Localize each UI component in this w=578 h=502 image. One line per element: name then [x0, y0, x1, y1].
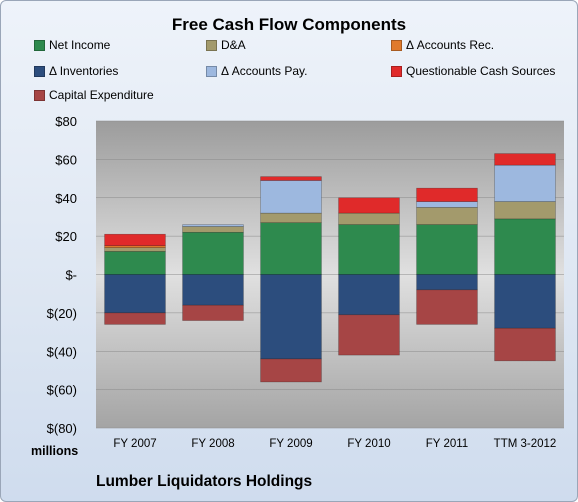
- company-name: Lumber Liquidators Holdings: [96, 473, 313, 490]
- legend-item: Questionable Cash Sources: [391, 64, 555, 78]
- bar-segment: [260, 358, 322, 383]
- y-tick-label: $(20): [47, 306, 77, 321]
- y-tick-label: $20: [55, 229, 77, 244]
- x-tick-label: FY 2010: [347, 438, 390, 450]
- bar-segment: [260, 274, 322, 360]
- legend-label: Δ Accounts Pay.: [221, 64, 308, 78]
- bar-segment: [416, 274, 478, 291]
- bar-segment: [494, 153, 556, 166]
- units-label: millions: [31, 444, 79, 458]
- bar-segment: [182, 274, 244, 306]
- bar-segment: [260, 176, 322, 181]
- bar-segment: [338, 197, 400, 214]
- bar-segment: [494, 201, 556, 220]
- y-tick-label: $-: [65, 268, 77, 283]
- legend-item: Net Income: [34, 38, 110, 52]
- legend-swatch: [391, 39, 402, 51]
- legend-swatch: [34, 39, 45, 51]
- bar-segment: [104, 251, 166, 275]
- x-tick-label: FY 2007: [113, 438, 156, 450]
- legend-label: Questionable Cash Sources: [406, 64, 556, 78]
- legend-swatch: [206, 65, 217, 77]
- legend-swatch: [206, 39, 217, 51]
- legend-swatch: [34, 65, 45, 77]
- bar-segment: [494, 218, 556, 275]
- x-tick-label: FY 2008: [191, 438, 234, 450]
- bar-segment: [494, 274, 556, 329]
- legend-label: Δ Inventories: [49, 64, 119, 78]
- bar-segment: [416, 187, 478, 202]
- legend-swatch: [34, 89, 45, 101]
- y-tick-label: $(80): [47, 421, 77, 436]
- bar-segment: [104, 233, 166, 247]
- bar-segment: [182, 304, 244, 321]
- bar-segment: [416, 207, 478, 225]
- bar-segment: [182, 224, 244, 227]
- bar-segment: [104, 274, 166, 314]
- y-tick-label: $(40): [47, 344, 77, 359]
- x-tick-label: TTM 3-2012: [494, 438, 557, 450]
- y-tick-label: $(60): [47, 383, 77, 398]
- y-tick-label: $80: [55, 114, 77, 129]
- legend-swatch: [391, 65, 402, 77]
- bar-segment: [338, 274, 400, 316]
- bar-segment: [260, 212, 322, 223]
- chart-title: Free Cash Flow Components: [171, 15, 407, 34]
- legend-item: D&A: [206, 38, 246, 52]
- bar-segment: [182, 226, 244, 233]
- bar-segment: [104, 247, 166, 252]
- bar-segment: [182, 231, 244, 275]
- legend-label: Net Income: [49, 38, 111, 52]
- x-tick-label: FY 2011: [426, 438, 468, 450]
- bar-segment: [338, 314, 400, 356]
- legend-item: Δ Accounts Rec.: [391, 38, 494, 52]
- x-tick-label: FY 2009: [269, 438, 312, 450]
- y-tick-label: $40: [55, 191, 77, 206]
- bar-segment: [338, 212, 400, 225]
- bar-segment: [416, 224, 478, 275]
- bar-segment: [494, 327, 556, 362]
- legend-item: Capital Expenditure: [34, 88, 154, 102]
- bar-segment: [260, 180, 322, 214]
- bar-segment: [494, 164, 556, 202]
- bar-segment: [416, 201, 478, 208]
- bar-segment: [260, 222, 322, 275]
- bar-segment: [338, 224, 400, 275]
- legend-label: Δ Accounts Rec.: [406, 38, 495, 52]
- legend-item: Δ Inventories: [34, 64, 118, 78]
- legend-label: D&A: [221, 38, 246, 52]
- legend-item: Δ Accounts Pay.: [206, 64, 308, 78]
- legend-label: Capital Expenditure: [49, 88, 154, 102]
- bar-segment: [416, 289, 478, 325]
- y-tick-label: $60: [55, 152, 77, 167]
- bar-segment: [104, 312, 166, 325]
